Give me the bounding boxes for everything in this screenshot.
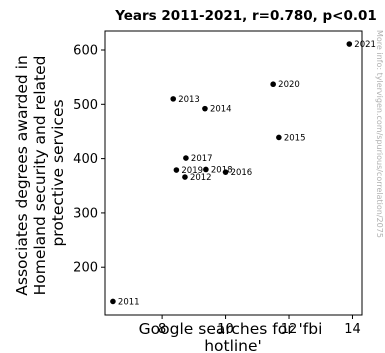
- data-point-2020: [270, 81, 276, 88]
- x-tick-label: 8: [158, 322, 166, 337]
- y-tick-label: 200: [73, 261, 98, 276]
- data-label-2017: 2017: [191, 154, 213, 164]
- y-axis-label-line-2: Homeland security and related: [31, 56, 49, 296]
- data-label-2013: 2013: [178, 95, 200, 105]
- chart-title: Years 2011-2021, r=0.780, p<0.01: [114, 8, 377, 24]
- plot-area: [104, 30, 363, 316]
- data-label-2016: 2016: [231, 168, 253, 178]
- watermark: More info: tylervigen.com/spurious/corre…: [375, 30, 384, 238]
- x-tick-label: 10: [217, 322, 234, 337]
- data-label-2019: 2019: [181, 166, 203, 176]
- data-point-2019: [173, 167, 180, 173]
- data-point-2021: [346, 41, 353, 47]
- x-tick-label: 12: [281, 322, 298, 337]
- y-tick-label: 400: [73, 152, 98, 167]
- data-label-2020: 2020: [278, 80, 300, 90]
- y-tick-label: 300: [73, 206, 98, 221]
- x-axis-label: Google searches for 'fbi hotline': [139, 320, 328, 353]
- y-tick-label: 500: [73, 98, 98, 113]
- data-point-2013: [170, 96, 177, 102]
- x-axis-label-line-1: Google searches for 'fbi: [139, 320, 323, 338]
- y-axis-label-line-3: protective services: [49, 99, 67, 246]
- data-point-2015: [276, 134, 282, 141]
- x-tick-label: 14: [344, 322, 361, 337]
- y-tick-label: 600: [73, 44, 98, 59]
- data-point-2011: [110, 298, 116, 305]
- data-label-2012: 2012: [190, 173, 212, 183]
- data-label-2011: 2011: [118, 297, 140, 307]
- data-label-2021: 2021: [354, 40, 376, 50]
- data-point-2014: [202, 105, 208, 112]
- y-axis-label: Associates degrees awarded in Homeland s…: [13, 50, 67, 295]
- x-axis-label-line-2: hotline': [204, 337, 262, 353]
- data-point-2012: [182, 174, 188, 180]
- data-point-2018: [203, 166, 209, 173]
- data-label-2014: 2014: [210, 105, 232, 115]
- data-point-2016: [222, 169, 229, 175]
- y-axis-label-line-1: Associates degrees awarded in: [13, 55, 31, 296]
- axis-ticks: 8 10 12 14 200 300 400 500 600: [73, 44, 361, 337]
- data-point-2017: [183, 155, 189, 161]
- data-label-2015: 2015: [284, 133, 306, 143]
- data-label-2018: 2018: [211, 165, 233, 175]
